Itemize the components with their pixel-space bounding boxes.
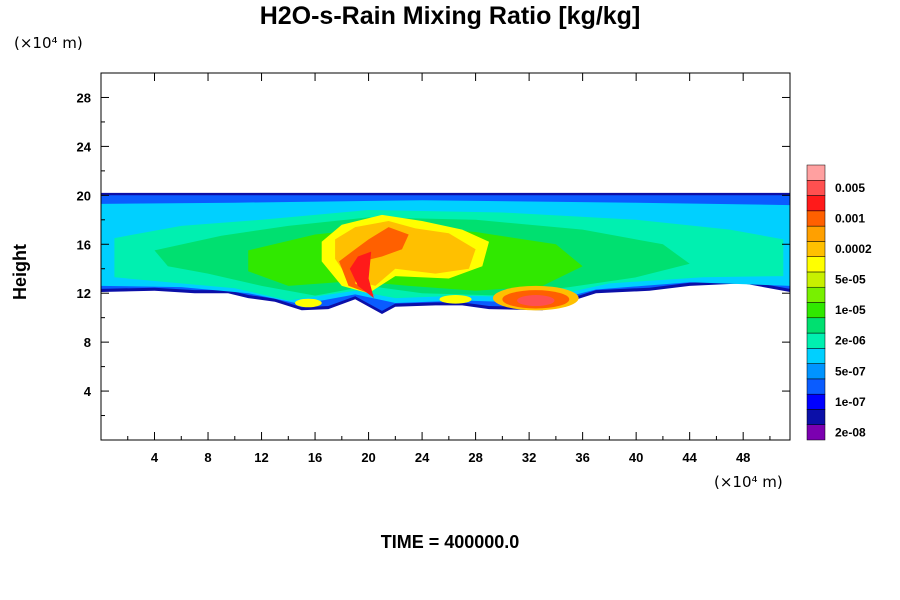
field-left-cell-yellow <box>294 298 322 308</box>
x-tick-label: 20 <box>361 450 375 465</box>
colorbar-swatch <box>806 332 826 349</box>
colorbar-label: 2e-06 <box>835 334 866 348</box>
colorbar-swatch <box>806 225 826 242</box>
x-tick-label: 4 <box>151 450 159 465</box>
x-tick-label: 16 <box>308 450 322 465</box>
colorbar-label: 0.001 <box>835 211 865 225</box>
x-tick-label: 44 <box>682 450 697 465</box>
colorbar-swatch <box>806 241 826 257</box>
x-tick-label: 40 <box>629 450 643 465</box>
colorbar-label: 1e-07 <box>835 395 866 409</box>
colorbar-swatch <box>806 393 826 410</box>
colorbar-label: 0.005 <box>835 181 865 195</box>
y-tick-label: 4 <box>84 384 92 399</box>
chart-title: H2O-s-Rain Mixing Ratio [kg/kg] <box>259 2 641 30</box>
colorbar-swatch <box>806 317 826 334</box>
field-mid-cell-yellow <box>439 295 472 304</box>
colorbar-swatch <box>806 256 826 273</box>
colorbar-swatch <box>806 424 826 441</box>
x-tick-label: 12 <box>254 450 268 465</box>
colorbar-swatch <box>806 180 826 196</box>
time-label: TIME = 400000.0 <box>380 532 520 552</box>
colorbar-label: 5e-07 <box>835 364 866 378</box>
y-axis-unit: (×10⁴ m) <box>14 34 83 52</box>
colorbar-swatch <box>806 210 826 227</box>
colorbar-label: 5e-05 <box>835 273 866 287</box>
mixing-ratio-field <box>101 192 790 314</box>
x-tick-label: 28 <box>468 450 482 465</box>
plot-frame <box>100 72 791 441</box>
colorbar-swatch <box>806 302 826 319</box>
x-tick-label: 8 <box>204 450 211 465</box>
field-red-core <box>349 251 374 299</box>
colorbar-swatch <box>806 164 826 181</box>
x-axis-unit: (×10⁴ m) <box>714 473 783 491</box>
field-orange-core <box>335 221 476 286</box>
x-tick-label: 36 <box>575 450 589 465</box>
y-tick-label: 8 <box>84 335 91 350</box>
colorbar-swatch <box>806 409 826 425</box>
colorbar-swatch <box>806 378 826 395</box>
x-tick-label: 48 <box>736 450 750 465</box>
colorbar-label: 2e-08 <box>835 425 866 439</box>
colorbar-label: 1e-05 <box>835 303 866 317</box>
y-tick-label: 20 <box>77 188 91 203</box>
x-tick-label: 32 <box>522 450 536 465</box>
colorbar-label: 0.0002 <box>835 242 872 256</box>
y-tick-label: 28 <box>77 90 91 105</box>
colorbar-swatch <box>806 348 826 364</box>
colorbar-swatch <box>806 363 826 380</box>
colorbar-swatch <box>806 286 826 303</box>
y-tick-label: 12 <box>77 286 91 301</box>
x-tick-label: 24 <box>415 450 430 465</box>
colorbar: 2e-08 1e-07 5e-07 2e-06 1e-05 5e-05 0.0002 0.00… <box>806 164 872 441</box>
y-tick-label: 24 <box>77 139 92 154</box>
y-tick-label: 16 <box>77 237 91 252</box>
colorbar-swatch <box>806 195 826 212</box>
colorbar-swatch <box>806 271 826 288</box>
field-right-cell-pink <box>517 295 555 307</box>
